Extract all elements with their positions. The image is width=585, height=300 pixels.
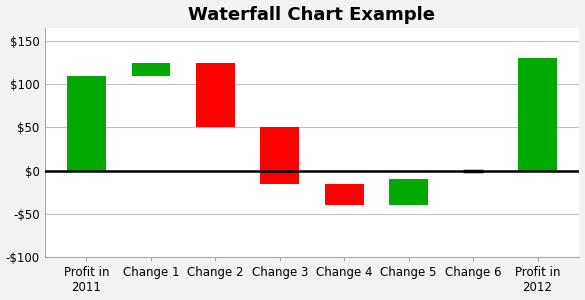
Bar xyxy=(325,184,363,206)
Title: Waterfall Chart Example: Waterfall Chart Example xyxy=(188,6,435,24)
Bar xyxy=(390,179,428,206)
Bar xyxy=(260,128,299,184)
Bar xyxy=(518,58,557,171)
Bar xyxy=(132,62,170,76)
Bar xyxy=(196,62,235,128)
Bar xyxy=(67,76,106,171)
